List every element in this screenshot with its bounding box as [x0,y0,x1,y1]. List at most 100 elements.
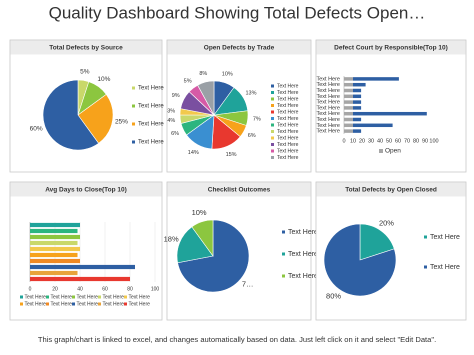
panel-header [316,40,466,55]
legend-swatch [271,97,274,101]
legend-swatch [271,84,274,88]
bar-segment [344,88,353,93]
panel-header [167,182,311,197]
slice-label: 13% [246,91,257,97]
panel-title: Defect Court by Responsible(Top 10) [334,45,448,52]
bar-segment [344,123,353,128]
legend-label: Text Here [277,83,299,89]
bar [30,246,80,252]
legend-label: Text Here [25,294,47,300]
legend-swatch [132,86,135,90]
legend-label: Text Here [138,122,164,128]
legend-swatch [20,302,23,306]
page-title: Quality Dashboard Showing Total Defects … [49,3,426,22]
legend-label: Text Here [430,264,460,271]
pie-slice [176,226,214,264]
legend-swatch [271,104,274,107]
bar-segment [344,111,353,116]
legend-label: Text Here [288,251,318,258]
bar-segment [353,82,366,87]
x-tick-label: 60 [395,138,401,144]
legend-label: Text Here [25,301,47,307]
slice-label: 18% [164,234,179,243]
slice-label: 4% [167,118,175,124]
y-tick-label: Text Here [316,129,340,135]
y-tick-label: Text Here [316,111,340,117]
y-tick-label: Text Here [316,76,340,82]
legend-swatch [271,143,274,146]
legend-swatch [132,104,135,108]
bar [30,258,80,264]
slice-label: 8% [199,71,207,77]
legend-label: Text Here [51,294,73,300]
x-tick-label: 70 [404,138,410,144]
x-tick-label: 0 [29,286,32,292]
panel-title: Total Defects by Source [49,45,123,52]
pie-slice [197,80,215,116]
bar [30,252,78,258]
legend-swatch [282,274,285,278]
legend-label: Text Here [129,294,151,300]
bar [30,228,78,234]
bar-segment [344,117,353,122]
pie-slice [323,223,397,297]
legend-swatch [98,302,101,306]
bar [30,276,130,282]
slice-label: 7… [242,280,254,289]
pie-slice [191,219,214,257]
legend-label: Text Here [288,273,318,280]
slice-label: 14% [188,150,199,156]
legend-label: Text Here [277,103,299,109]
legend-swatch [46,302,49,306]
legend-swatch [271,156,274,159]
x-tick-label: 100 [151,286,160,292]
slice-label: 10% [97,76,110,83]
pie-slice [42,79,99,151]
legend-swatch [271,110,274,114]
legend-swatch [72,302,75,306]
legend-label: Text Here [138,86,164,92]
legend-swatch [46,295,49,299]
legend-swatch [72,295,75,299]
bar-segment [344,82,353,87]
legend-label: Text Here [277,135,299,141]
slice-label: 6% [171,131,179,137]
bar [30,222,80,228]
legend-label: Text Here [277,122,299,128]
y-tick-label: Text Here [316,123,340,129]
legend-label: Text Here [77,294,99,300]
legend-swatch [282,230,285,234]
slice-label: 10% [222,72,233,78]
bar-segment [344,100,353,104]
slice-label: 5% [80,68,90,75]
y-tick-label: Text Here [316,88,340,94]
y-tick-label: Text Here [316,94,340,100]
legend-label: Text Here [277,96,299,102]
slice-label: 25% [115,119,128,126]
legend-swatch [379,149,383,153]
legend-label: Text Here [138,140,164,146]
legend-label: Text Here [430,234,460,241]
panel [315,39,467,173]
legend-label: Text Here [138,104,164,110]
legend-swatch [271,136,274,140]
bar-segment [353,106,362,110]
legend-label: Text Here [277,109,299,115]
legend-label: Text Here [129,301,151,307]
legend-swatch [132,140,135,144]
slice-label: 80% [326,291,341,300]
bar-segment [344,77,353,81]
legend-swatch [424,265,427,269]
bar [30,234,80,240]
legend-swatch [98,295,101,299]
legend-swatch [424,235,427,239]
legend-label: Text Here [277,155,299,161]
bar-segment [344,129,353,133]
bar [30,240,78,246]
y-tick-label: Text Here [316,117,340,123]
slice-label: 7% [253,116,261,122]
slice-label: 6% [248,133,256,139]
legend-swatch [271,91,274,94]
x-tick-label: 100 [429,138,438,144]
panel-title: Avg Days to Close(Top 10) [45,187,127,194]
